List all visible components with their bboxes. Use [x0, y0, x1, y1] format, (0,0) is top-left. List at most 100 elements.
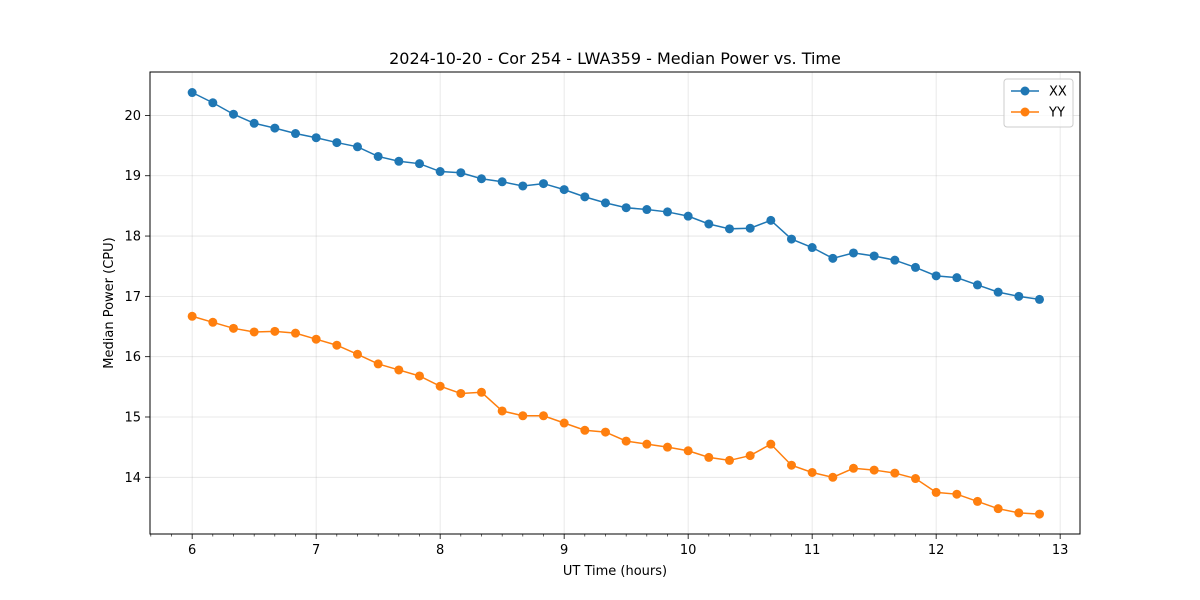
data-point-yy	[931, 487, 941, 497]
data-point-xx	[662, 207, 672, 217]
data-point-yy	[497, 406, 507, 416]
x-axis-label: UT Time (hours)	[563, 564, 667, 579]
legend-label-yy: YY	[1048, 106, 1065, 121]
data-point-xx	[270, 123, 280, 133]
x-tick-label: 9	[560, 543, 568, 558]
x-tick-label: 10	[680, 543, 697, 558]
data-point-yy	[704, 452, 714, 462]
data-point-xx	[518, 181, 528, 191]
data-point-xx	[352, 142, 362, 152]
data-point-yy	[414, 371, 424, 381]
data-point-xx	[600, 198, 610, 208]
plot-frame	[149, 71, 1081, 535]
data-point-xx	[332, 138, 342, 148]
data-point-yy	[538, 411, 548, 421]
data-point-xx	[952, 273, 962, 283]
data-point-yy	[518, 411, 528, 421]
data-point-xx	[993, 287, 1003, 297]
data-point-xx	[228, 109, 238, 119]
data-point-yy	[642, 439, 652, 449]
data-point-xx	[683, 211, 693, 221]
legend-marker-yy	[1020, 107, 1030, 117]
x-tick-label: 12	[928, 543, 945, 558]
data-point-yy	[683, 446, 693, 456]
data-point-yy	[600, 427, 610, 437]
legend-marker-xx	[1020, 86, 1030, 96]
data-point-yy	[456, 388, 466, 398]
data-point-yy	[373, 359, 383, 369]
legend: XX YY	[1003, 78, 1074, 128]
data-point-xx	[890, 255, 900, 265]
data-point-yy	[848, 463, 858, 473]
data-point-yy	[972, 496, 982, 506]
data-point-yy	[435, 381, 445, 391]
data-point-yy	[766, 439, 776, 449]
data-point-xx	[704, 219, 714, 229]
data-point-xx	[869, 251, 879, 261]
data-point-xx	[559, 185, 569, 195]
data-point-xx	[476, 174, 486, 184]
data-point-xx	[538, 179, 548, 189]
data-point-xx	[848, 248, 858, 258]
data-point-yy	[476, 387, 486, 397]
y-tick-label: 19	[124, 169, 141, 184]
data-point-yy	[270, 326, 280, 336]
x-tick-label: 7	[312, 543, 320, 558]
data-point-xx	[621, 203, 631, 213]
x-tick-label: 6	[188, 543, 196, 558]
y-tick-label: 14	[124, 471, 141, 486]
data-point-yy	[621, 436, 631, 446]
data-point-xx	[642, 205, 652, 215]
data-point-xx	[456, 168, 466, 178]
data-point-xx	[724, 224, 734, 234]
data-point-yy	[311, 334, 321, 344]
data-point-yy	[332, 340, 342, 350]
data-point-xx	[414, 159, 424, 169]
data-point-xx	[311, 133, 321, 143]
data-point-yy	[993, 504, 1003, 514]
data-point-xx	[786, 234, 796, 244]
y-tick-label: 17	[124, 290, 141, 305]
data-point-xx	[910, 262, 920, 272]
data-point-yy	[1034, 509, 1044, 519]
data-point-yy	[745, 451, 755, 461]
data-point-yy	[890, 468, 900, 478]
legend-label-xx: XX	[1049, 85, 1067, 100]
data-point-xx	[394, 156, 404, 166]
data-point-xx	[187, 88, 197, 98]
data-point-xx	[580, 192, 590, 202]
data-point-xx	[1034, 294, 1044, 304]
data-point-yy	[1014, 508, 1024, 518]
data-point-xx	[497, 177, 507, 187]
data-point-yy	[869, 465, 879, 475]
data-point-xx	[931, 271, 941, 281]
data-point-xx	[745, 223, 755, 233]
y-tick-label: 18	[124, 230, 141, 245]
data-point-xx	[828, 253, 838, 263]
data-point-yy	[187, 311, 197, 321]
data-point-yy	[786, 460, 796, 470]
data-point-yy	[352, 349, 362, 359]
y-axis-label: Median Power (CPU)	[102, 237, 117, 368]
data-point-xx	[208, 98, 218, 108]
data-point-yy	[394, 365, 404, 375]
data-point-yy	[290, 328, 300, 338]
data-point-xx	[290, 129, 300, 139]
data-point-xx	[1014, 291, 1024, 301]
x-tick-label: 11	[804, 543, 821, 558]
data-point-yy	[228, 323, 238, 333]
y-tick-label: 15	[124, 410, 141, 425]
chart-title: 2024-10-20 - Cor 254 - LWA359 - Median P…	[389, 49, 841, 68]
data-point-yy	[828, 472, 838, 482]
data-point-yy	[910, 474, 920, 484]
series-yy	[187, 311, 1044, 519]
data-point-yy	[249, 327, 259, 337]
ticks: 6 7 8 9 10 11 12 13 14 15 16 17 18 19 20	[124, 109, 1068, 558]
data-point-xx	[435, 167, 445, 177]
data-point-yy	[208, 317, 218, 327]
data-point-yy	[807, 467, 817, 477]
data-point-xx	[373, 151, 383, 161]
x-tick-label: 8	[436, 543, 444, 558]
